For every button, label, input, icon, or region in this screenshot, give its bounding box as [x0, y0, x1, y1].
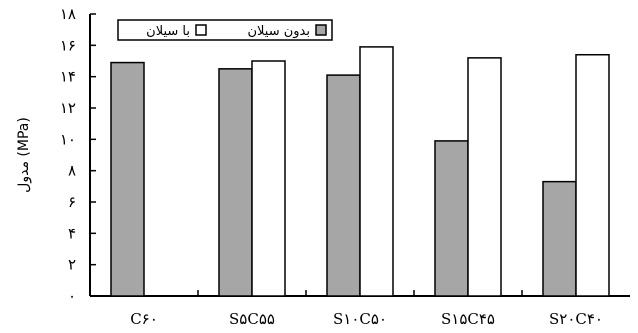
bar-without-silane: [218, 68, 253, 297]
y-tick-label: ۱۲: [60, 99, 76, 117]
y-axis-title: مدول (MPa): [16, 117, 32, 193]
y-tick-label: ۲: [68, 256, 76, 274]
y-tick-label: ۶: [68, 193, 76, 211]
y-tick-label: ۱۸: [60, 5, 76, 23]
legend: بدون سیلان با سیلان: [117, 19, 333, 41]
category-label: C۶۰: [130, 310, 158, 328]
y-tick-label: ۸: [68, 162, 76, 180]
bar-with-silane: [575, 53, 610, 297]
legend-box: [117, 19, 333, 41]
y-tick-label: ۱۰: [60, 130, 76, 148]
bar-with-silane: [251, 60, 286, 297]
y-ticks: ۰ ۲ ۴ ۶ ۸ ۱۰ ۱۲ ۱۴ ۱۶ ۱۸: [60, 5, 96, 305]
bar-without-silane: [434, 140, 469, 297]
bars: [110, 46, 610, 297]
bar-without-silane: [326, 74, 361, 297]
category-label: S۱۰C۵۰: [333, 310, 387, 328]
bar-without-silane: [542, 180, 577, 297]
x-categories: C۶۰ S۵C۵۵ S۱۰C۵۰ S۱۵C۴۵ S۲۰C۴۰: [130, 310, 603, 328]
category-label: S۵C۵۵: [229, 310, 275, 328]
y-tick-label: ۴: [68, 224, 76, 242]
category-label: S۲۰C۴۰: [549, 310, 603, 328]
bar-with-silane: [359, 46, 394, 297]
bar-without-silane: [110, 61, 145, 297]
legend-swatch-without-silane: [315, 24, 327, 36]
legend-label-with-silane: با سیلان: [146, 24, 190, 39]
legend-label-without-silane: بدون سیلان: [247, 24, 310, 39]
legend-swatch-with-silane: [195, 24, 207, 36]
y-tick-label: ۱۶: [60, 36, 76, 54]
y-tick-label: ۱۴: [60, 68, 76, 86]
bar-with-silane: [467, 57, 502, 297]
category-label: S۱۵C۴۵: [441, 310, 495, 328]
y-tick-label: ۰: [68, 287, 76, 305]
